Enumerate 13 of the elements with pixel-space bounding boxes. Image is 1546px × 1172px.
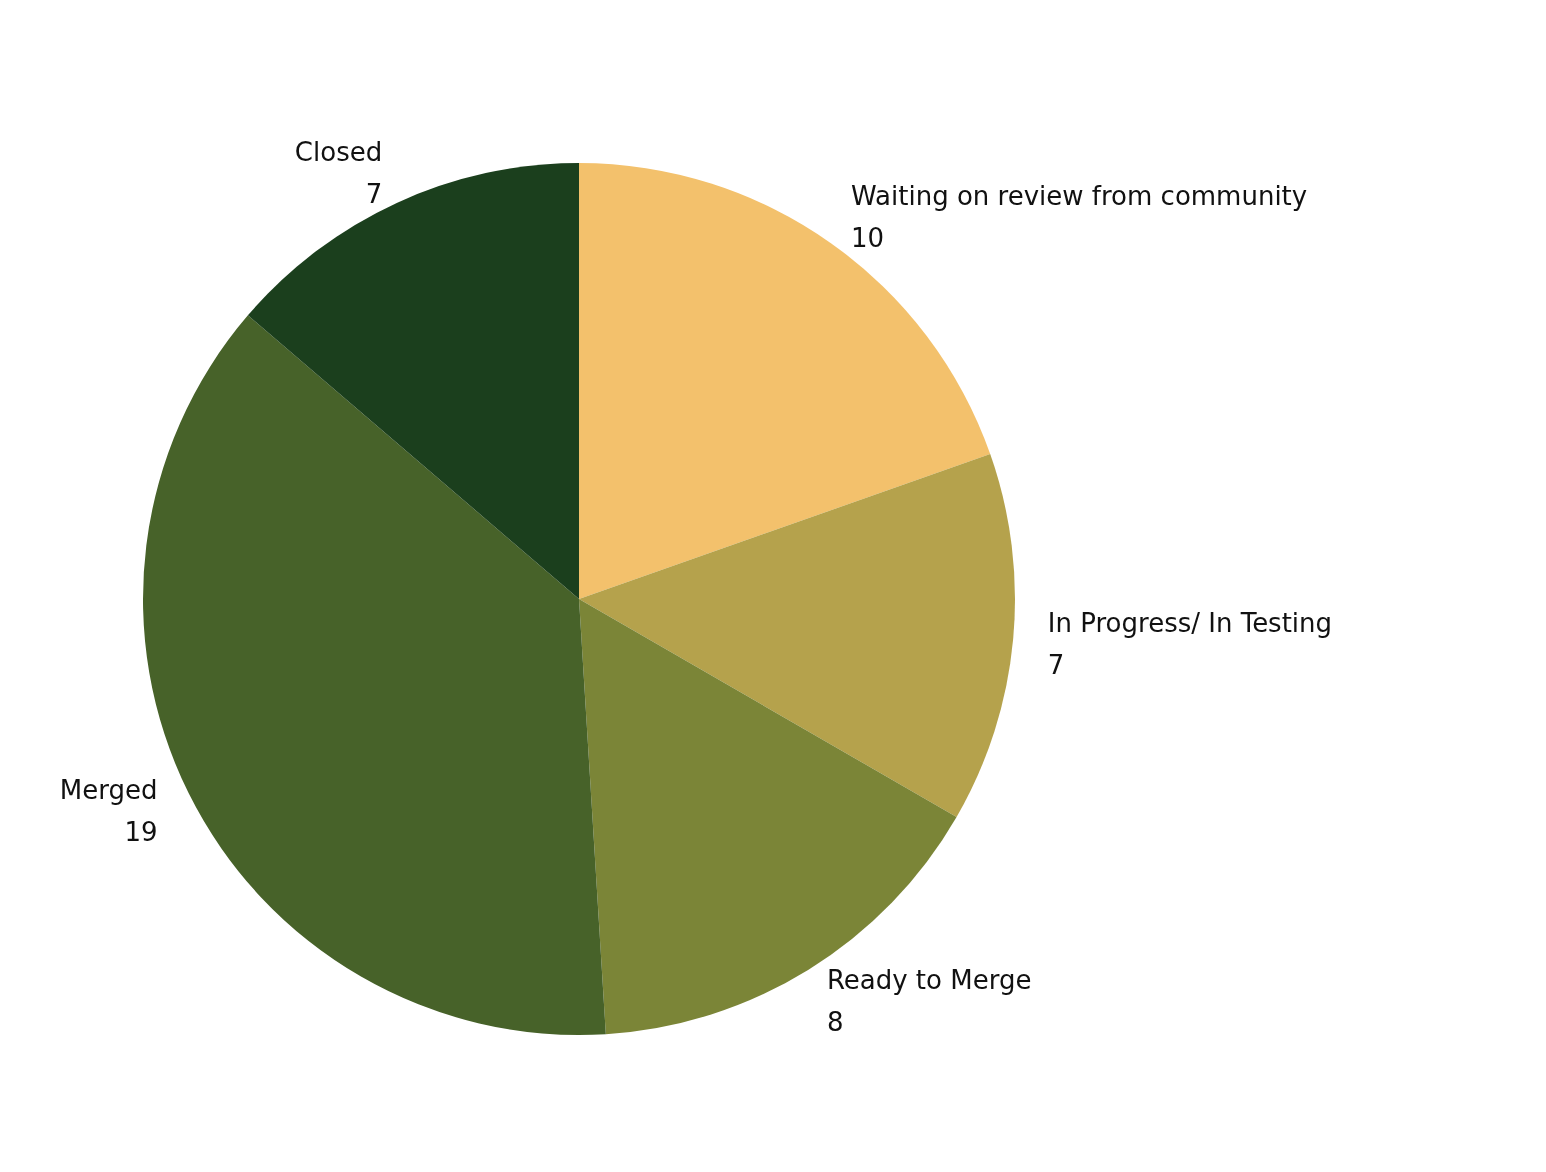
slice-label: Ready to Merge <box>826 965 1032 996</box>
slice-label: In Progress/ In Testing <box>1047 608 1333 639</box>
data-label: 7 <box>365 179 383 210</box>
slice-label: Merged <box>59 774 158 805</box>
data-label: 7 <box>1047 650 1065 681</box>
pie-slice <box>247 163 579 599</box>
data-label: 10 <box>851 222 885 253</box>
pie-slice <box>579 454 1015 817</box>
slice-label: Closed <box>294 137 383 168</box>
slice-label: Waiting on review from community <box>851 180 1308 211</box>
pie-slice <box>579 163 991 599</box>
data-label: 19 <box>124 816 158 847</box>
data-label: 8 <box>826 1007 844 1038</box>
